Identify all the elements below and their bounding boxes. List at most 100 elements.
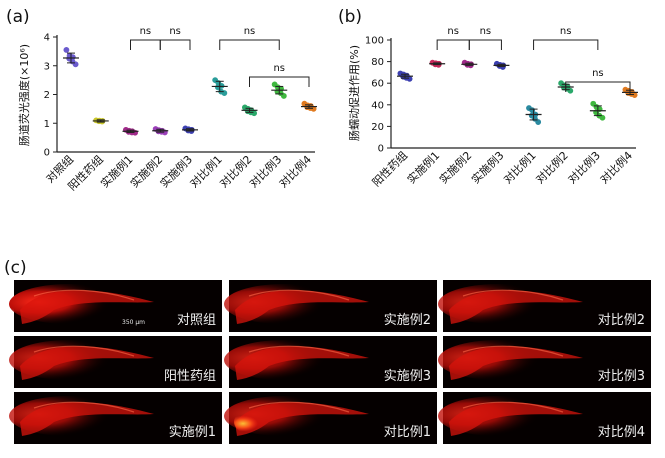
x-tick-label: 对比例3 bbox=[565, 148, 603, 186]
significance-bracket bbox=[565, 81, 631, 92]
image-caption: 阳性药组 bbox=[164, 369, 216, 384]
data-group bbox=[211, 77, 228, 96]
data-group bbox=[92, 117, 109, 125]
x-tick-label: 对比例4 bbox=[276, 152, 314, 190]
y-axis-label: 肠道荧光强度(×10⁶) bbox=[17, 44, 31, 146]
x-tick-label: 实施例2 bbox=[436, 148, 474, 186]
significance-label: ns bbox=[560, 26, 572, 37]
x-tick-label: 实施例1 bbox=[404, 148, 442, 186]
data-group bbox=[493, 60, 510, 70]
y-tick-label: 0 bbox=[378, 144, 384, 155]
image-caption: 对比例1 bbox=[384, 425, 431, 440]
data-point bbox=[599, 114, 606, 121]
panel-c-label: (c) bbox=[4, 258, 27, 278]
fluorescence-image: 实施例3 bbox=[224, 336, 437, 388]
data-group bbox=[589, 100, 606, 121]
x-tick-label: 实施例2 bbox=[127, 152, 165, 190]
y-tick-label: 2 bbox=[44, 90, 50, 101]
hotspot-glow bbox=[234, 406, 294, 438]
chart-b: 020406080100肠蠕动促进作用(%)阳性药组实施例1实施例2实施例3对比… bbox=[347, 26, 638, 189]
intestine-edge bbox=[462, 401, 564, 413]
data-point bbox=[63, 47, 70, 53]
data-point bbox=[631, 92, 638, 98]
intestine-edge bbox=[462, 289, 564, 301]
significance-bracket bbox=[219, 39, 280, 50]
y-tick-label: 100 bbox=[365, 36, 384, 47]
image-caption: 对比例2 bbox=[598, 313, 645, 328]
intestine-edge bbox=[248, 345, 350, 357]
x-tick-label: 对比例2 bbox=[533, 148, 571, 186]
significance-bracket bbox=[533, 39, 599, 50]
intestine-edge bbox=[462, 345, 564, 357]
data-group bbox=[122, 126, 139, 136]
fluorescence-image: 对比例2 bbox=[438, 280, 651, 332]
y-tick-label: 80 bbox=[371, 57, 384, 68]
intestine-shape bbox=[20, 290, 154, 324]
data-point bbox=[535, 119, 542, 125]
intestine-shape bbox=[449, 346, 583, 380]
y-axis-label: 肠蠕动促进作用(%) bbox=[347, 45, 361, 141]
panel-a-label: (a) bbox=[6, 7, 30, 27]
y-tick-label: 60 bbox=[371, 79, 384, 90]
scale-bar-label: 350 μm bbox=[122, 319, 145, 326]
intestine-edge bbox=[33, 289, 135, 301]
significance-bracket bbox=[468, 39, 502, 50]
image-caption: 对照组 bbox=[177, 313, 216, 328]
data-point bbox=[567, 87, 574, 94]
image-caption: 对比例4 bbox=[598, 425, 645, 440]
image-caption: 实施例2 bbox=[384, 313, 431, 328]
panel-b-label: (b) bbox=[338, 7, 362, 27]
significance-label: ns bbox=[273, 63, 285, 74]
data-point bbox=[251, 110, 257, 117]
x-tick-label: 实施例3 bbox=[157, 152, 195, 190]
x-tick-label: 实施例3 bbox=[468, 148, 506, 186]
significance-label: ns bbox=[244, 26, 256, 37]
x-tick-label: 对比例2 bbox=[216, 152, 254, 190]
data-group bbox=[301, 100, 317, 112]
data-group bbox=[429, 59, 446, 68]
data-group bbox=[63, 47, 79, 68]
fluorescence-image: 对比例3 bbox=[438, 336, 651, 388]
image-caption: 实施例3 bbox=[384, 369, 431, 384]
fluorescence-image: 对比例1 bbox=[224, 392, 437, 444]
fluorescence-image: 对比例4 bbox=[438, 392, 651, 444]
data-group bbox=[241, 104, 258, 117]
y-tick-label: 20 bbox=[371, 122, 384, 133]
y-tick-label: 40 bbox=[371, 100, 384, 111]
x-tick-label: 对比例1 bbox=[187, 152, 225, 190]
significance-bracket bbox=[130, 39, 161, 50]
intestine-edge bbox=[248, 401, 350, 413]
x-tick-label: 对比例3 bbox=[246, 152, 284, 190]
fluorescence-image: 阳性药组 bbox=[9, 336, 222, 388]
data-group bbox=[461, 59, 478, 69]
intestine-shape bbox=[449, 402, 583, 436]
significance-label: ns bbox=[169, 26, 181, 37]
intestine-shape bbox=[20, 402, 154, 436]
x-tick-label: 对比例1 bbox=[501, 148, 539, 186]
image-caption: 实施例1 bbox=[169, 425, 216, 440]
significance-bracket bbox=[436, 39, 470, 50]
significance-bracket bbox=[249, 76, 310, 87]
intestine-edge bbox=[33, 401, 135, 413]
fluorescence-image: 对照组 350 μm bbox=[9, 280, 222, 332]
significance-bracket bbox=[159, 39, 191, 50]
intestine-edge bbox=[248, 289, 350, 301]
x-tick-label: 实施例1 bbox=[97, 152, 135, 190]
fluorescence-image-grid: 对照组 350 μm 实施例2 对比例2 阳性药组 实施例3 对比例3 实施例1 对比例1 对比例… bbox=[9, 280, 651, 444]
data-point bbox=[280, 93, 287, 99]
y-tick-label: 0 bbox=[44, 148, 50, 159]
significance-label: ns bbox=[480, 26, 492, 37]
significance-label: ns bbox=[447, 26, 459, 37]
fluorescence-image: 实施例1 bbox=[9, 392, 222, 444]
chart-a: 01234肠道荧光强度(×10⁶)对照组阳性药组实施例1实施例2实施例3对比例1… bbox=[17, 26, 317, 193]
significance-label: ns bbox=[592, 68, 604, 79]
intestine-shape bbox=[235, 290, 369, 324]
data-group bbox=[271, 81, 288, 99]
image-caption: 对比例3 bbox=[598, 369, 645, 384]
intestine-shape bbox=[235, 346, 369, 380]
data-group bbox=[182, 125, 198, 134]
fluorescence-image: 实施例2 bbox=[224, 280, 437, 332]
y-tick-label: 1 bbox=[44, 119, 50, 130]
y-tick-label: 4 bbox=[44, 33, 50, 44]
